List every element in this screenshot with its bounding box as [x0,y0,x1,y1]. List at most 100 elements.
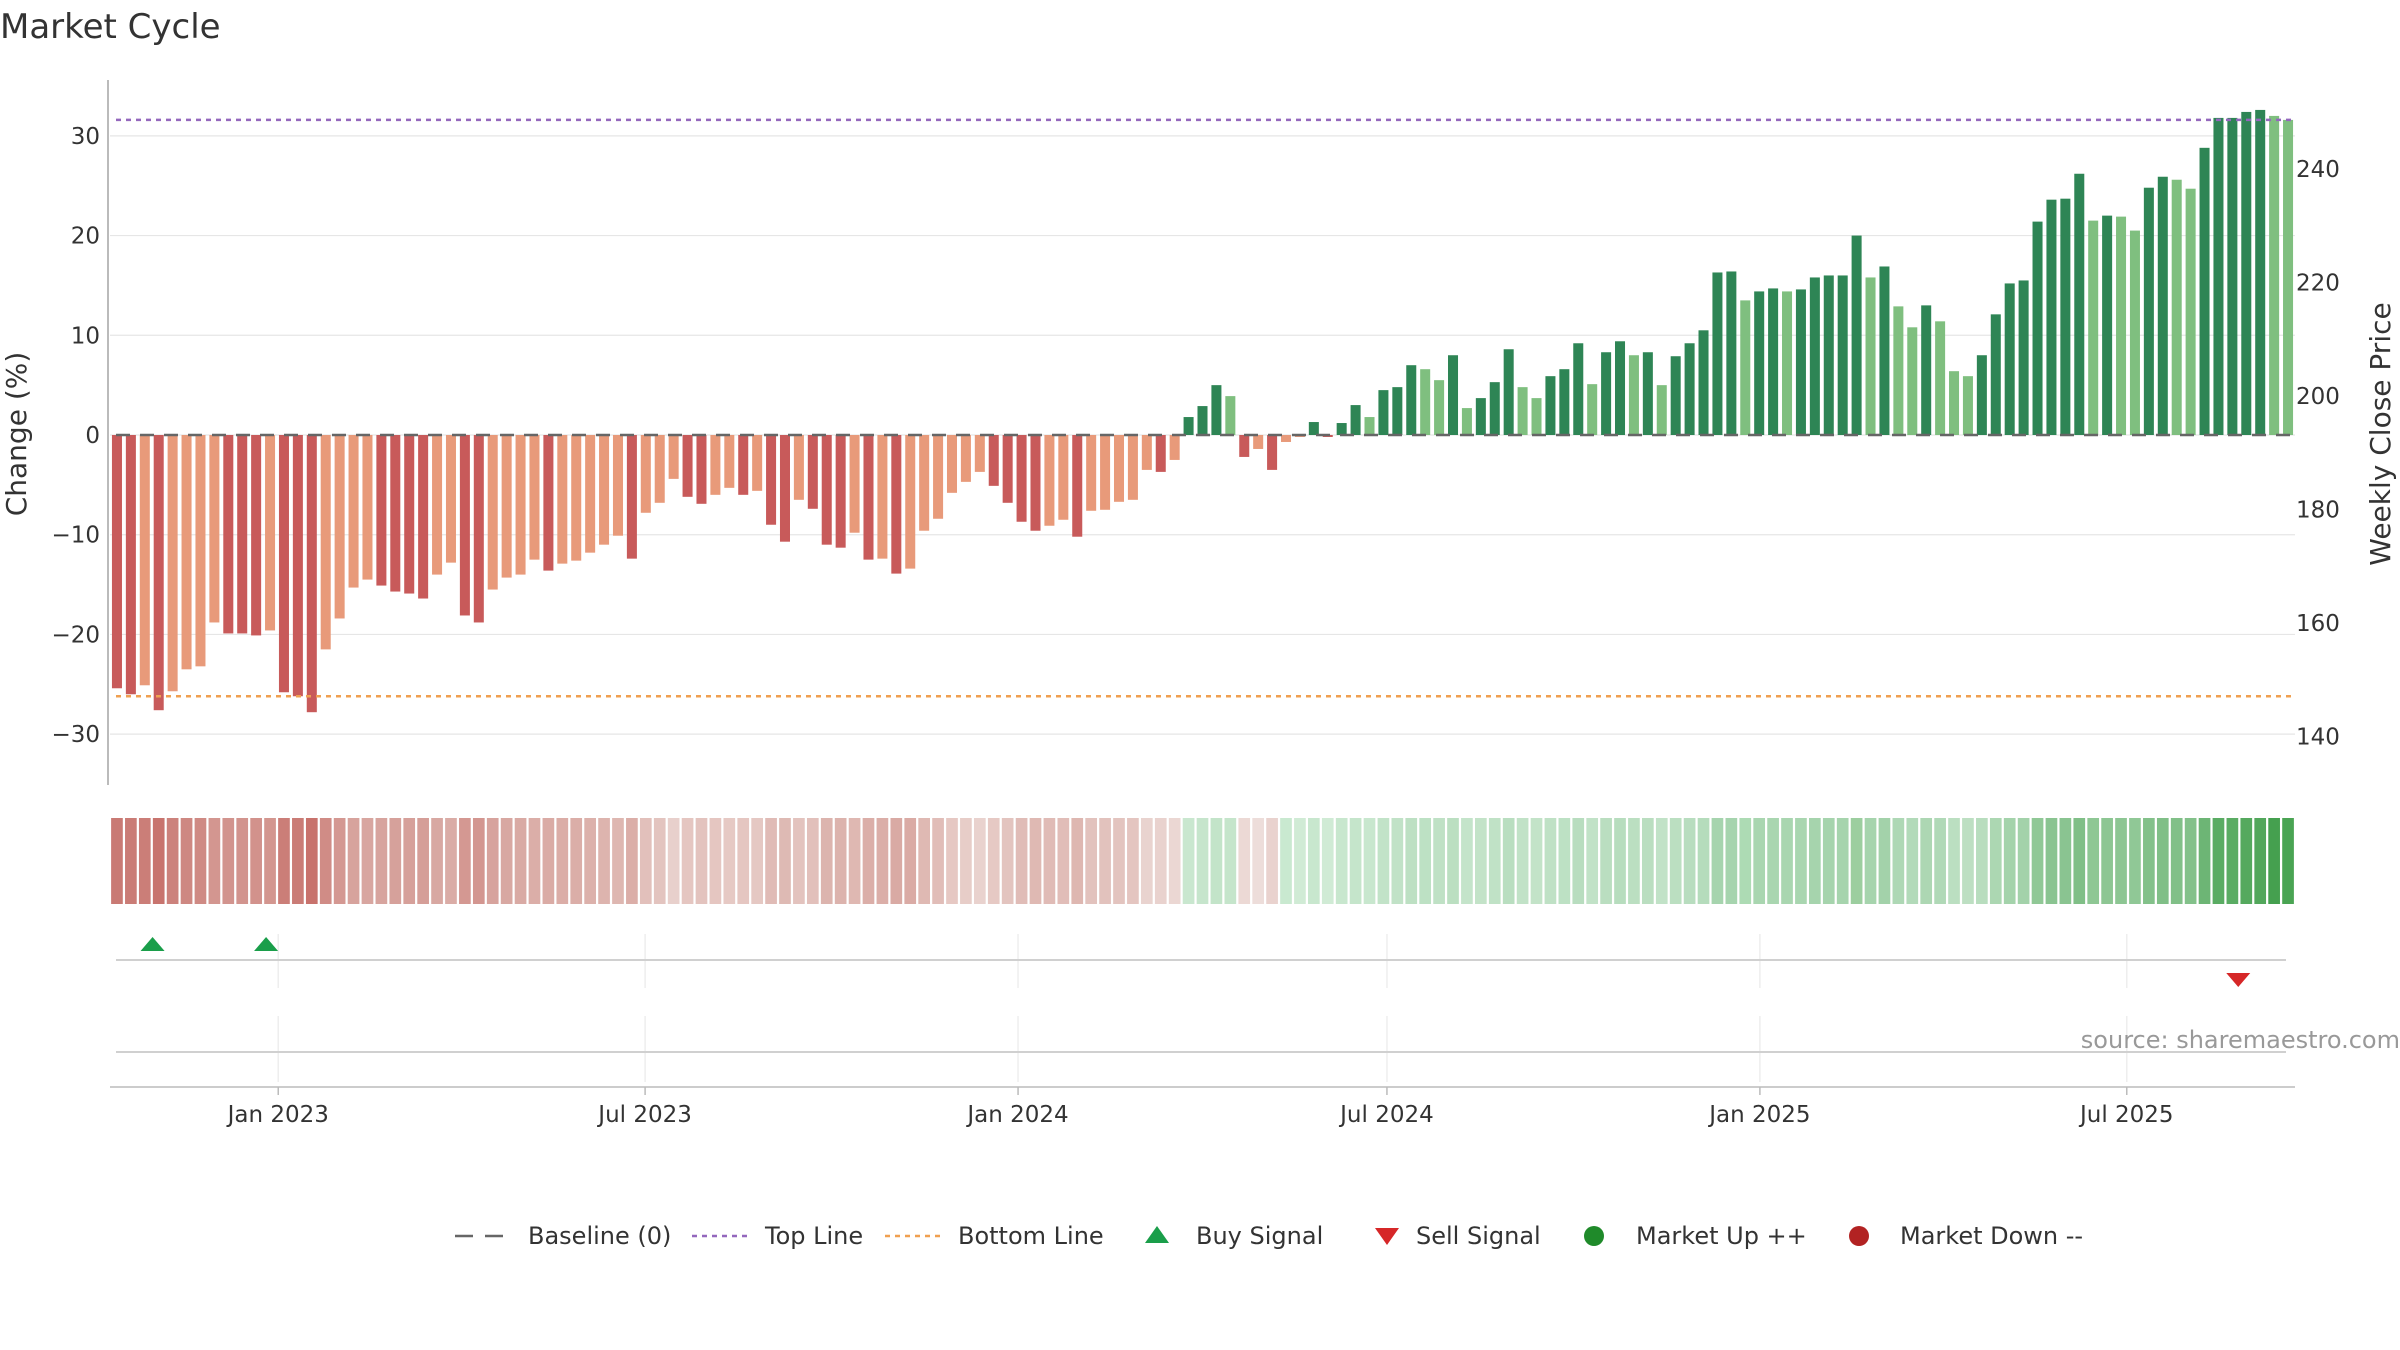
change-bar [2102,215,2113,435]
regime-strip-cell [459,818,471,904]
regime-strip-cell [1795,818,1807,904]
change-bar [237,435,248,634]
change-bar [1768,288,1779,435]
regime-strip-cell [751,818,763,904]
regime-strip-cell [987,818,1000,904]
regime-strip-cell [820,818,833,904]
change-bar [1517,387,1528,435]
regime-strip-cell [2282,818,2294,904]
change-bar [515,435,526,575]
change-bar [2157,176,2168,436]
y-axis-left-label: Change (%) [0,352,33,517]
reference-lines [116,118,2295,698]
regime-strip-cell [1850,818,1863,904]
regime-strip-cell [347,818,360,904]
change-bar [1113,435,1125,502]
change-bar [2116,216,2127,435]
regime-strip-cell [1391,818,1404,904]
change-bar [1016,435,1027,522]
regime-strip-cell [264,818,276,904]
x-tick-label: Jul 2024 [1338,1102,1434,1128]
regime-strip-cell [1614,818,1626,904]
change-bar [1127,435,1138,500]
regime-strip-cell [2087,818,2100,904]
change-bar [752,435,763,491]
regime-strip-cell [1335,818,1348,904]
change-bar [2269,115,2280,436]
change-bar [738,435,749,495]
change-bar [1030,435,1041,531]
regime-strip-cell [1544,818,1557,904]
change-bar [2046,199,2057,435]
regime-strip-cell [681,818,694,904]
change-bar [849,435,860,533]
regime-strip-cell [570,818,583,904]
change-bar [821,435,832,545]
change-bar [1921,305,1932,435]
change-bar [1976,355,1987,435]
change-bar [139,435,150,686]
legend-item: Sell Signal [1375,1222,1541,1250]
axes: 30 20 10 0 −10 −20 −30 240 220 200 180 160 140 [51,80,2340,785]
regime-strip-cell [1140,818,1153,904]
change-bar [988,435,999,486]
change-bar [1823,275,1834,435]
change-bar [1865,277,1876,435]
regime-strip-cell [932,818,944,904]
change-bar [1962,376,1973,435]
change-bar [1225,396,1236,435]
change-bar [1044,435,1055,526]
change-bar [487,435,498,590]
y-tick-label-left: −10 [51,523,100,549]
regime-strip-cell [1182,818,1195,904]
regime-strip-cell [1043,818,1056,904]
change-bar [1183,417,1194,435]
legend-label: Top Line [764,1222,863,1250]
change-bar [585,435,596,553]
regime-strip-cell [1433,818,1445,904]
change-bar [404,435,415,594]
change-bar [1267,435,1278,470]
regime-strip-cell [1600,818,1612,904]
signal-panel [116,934,2286,1082]
change-bar [724,435,735,488]
regime-strip-cell [1224,818,1237,904]
change-bar [2255,109,2266,435]
regime-strip-cell [1878,818,1891,904]
change-bar [1211,385,1222,435]
regime-strip-cell [278,818,290,904]
change-bar [2171,179,2182,435]
regime-strip-cell [1113,818,1125,904]
y-tick-label-right: 240 [2296,157,2340,183]
regime-strip-cell [737,818,750,904]
regime-strip-cell [472,818,485,904]
buy-signal-legend-icon [1145,1226,1169,1243]
regime-strip-cell [2017,818,2030,904]
regime-strip-cell [1154,818,1167,904]
regime-strip-cell [292,818,304,904]
regime-strip-cell [1809,818,1821,904]
regime-strip-cell [1642,818,1654,904]
regime-strip-cell [1530,818,1543,904]
change-bar [877,435,888,559]
change-bar [306,435,317,713]
regime-strip-cell [1127,818,1139,904]
change-bar [2088,220,2099,435]
change-bar [1642,352,1653,435]
regime-strip-cell [779,818,791,904]
change-bar [1308,422,1319,435]
change-bar [529,435,540,560]
regime-strip-cell [1307,818,1320,904]
change-bar [1656,385,1667,435]
change-bar [710,435,721,495]
change-bar [905,435,916,569]
change-bar [1364,417,1375,435]
x-axis: Jan 2023 Jul 2023 Jan 2024 Jul 2024 Jan 2025… [110,1086,2295,1128]
change-bar [390,435,401,592]
regime-strip-cell [2045,818,2058,904]
regime-strip-cell [1447,818,1459,904]
regime-strip-cell [904,818,917,904]
change-bar [195,435,206,667]
change-bar [1726,271,1737,435]
